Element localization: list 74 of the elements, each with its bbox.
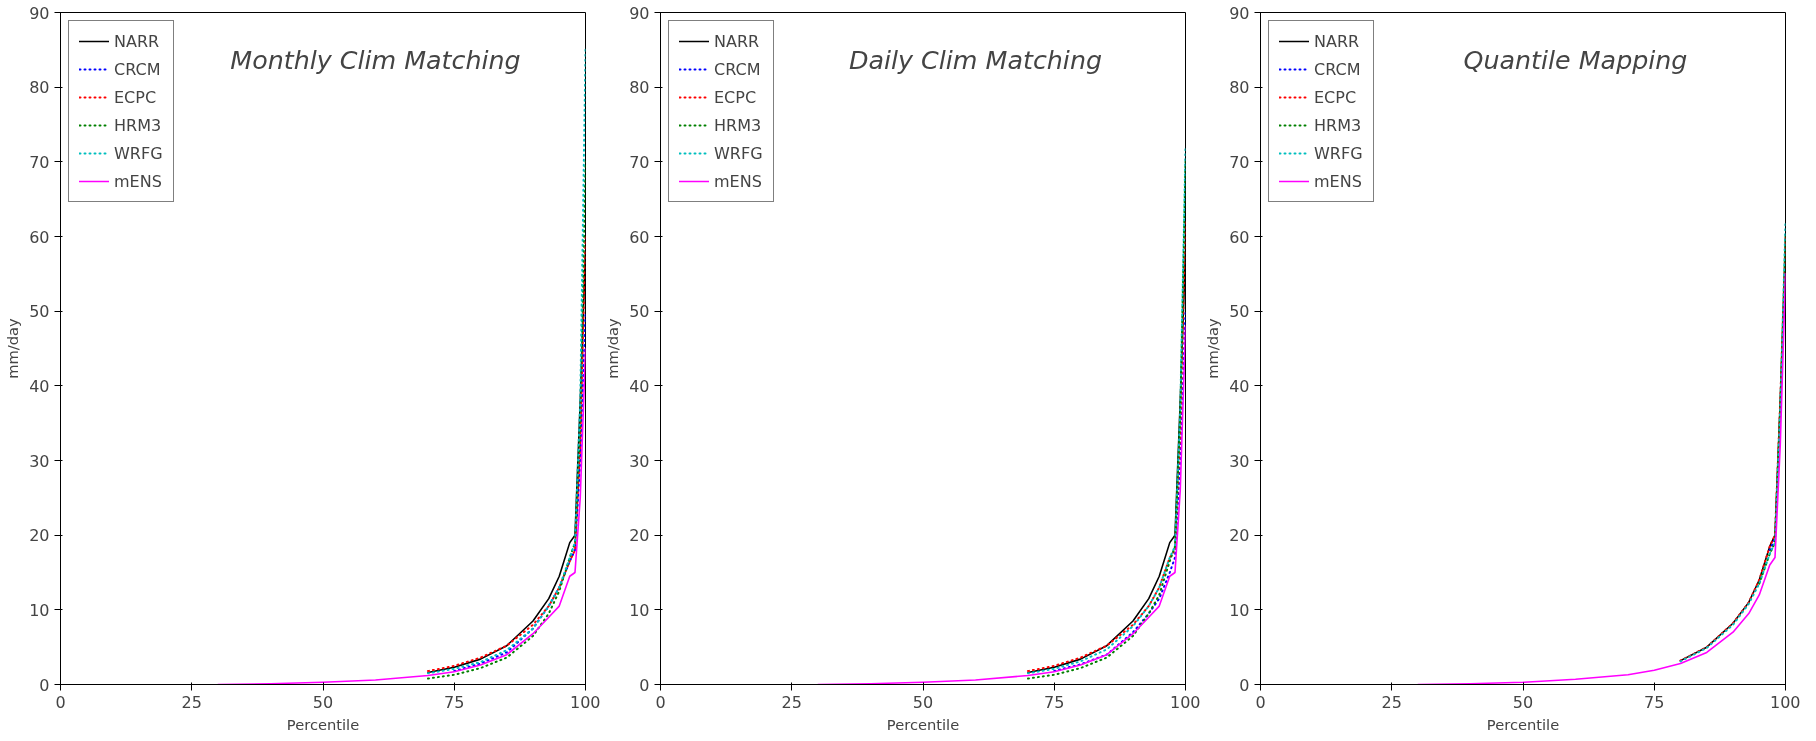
legend-label: WRFG (114, 143, 163, 163)
legend-label: NARR (714, 31, 760, 51)
line-series (1053, 310, 1186, 673)
x-tick-label: 0 (1255, 692, 1266, 712)
legend-label: HRM3 (714, 115, 762, 135)
y-tick-label: 70 (629, 152, 650, 172)
y-tick-label: 30 (1229, 451, 1250, 471)
y-axis-title: mm/day (604, 317, 622, 379)
y-tick-label: 0 (1239, 675, 1250, 695)
y-tick-label: 80 (29, 78, 50, 98)
y-tick-label: 50 (1229, 302, 1250, 322)
y-tick-label: 20 (1229, 526, 1250, 546)
legend-label: ECPC (714, 87, 757, 107)
y-tick-label: 10 (629, 600, 650, 620)
y-tick-label: 60 (1229, 227, 1250, 247)
y-tick-label: 20 (29, 526, 50, 546)
x-tick-label: 0 (55, 692, 66, 712)
legend-label: CRCM (114, 59, 161, 79)
legend-label: NARR (1314, 31, 1360, 51)
x-axis-title: Percentile (286, 715, 360, 733)
legend-label: WRFG (714, 143, 763, 163)
y-tick-label: 30 (629, 451, 650, 471)
y-tick-label: 40 (1229, 376, 1250, 396)
y-tick-label: 20 (629, 526, 650, 546)
legend-label: ECPC (114, 87, 157, 107)
y-tick-label: 90 (1229, 3, 1250, 23)
y-tick-label: 70 (29, 152, 50, 172)
x-axis-title: Percentile (886, 715, 960, 733)
x-tick-label: 75 (1644, 692, 1665, 712)
x-tick-label: 25 (781, 692, 802, 712)
x-tick-label: 50 (312, 692, 334, 712)
y-tick-label: 30 (29, 451, 50, 471)
y-tick-label: 10 (1229, 600, 1250, 620)
x-tick-label: 75 (444, 692, 465, 712)
x-tick-label: 100 (1769, 692, 1801, 712)
legend-label: mENS (714, 171, 762, 191)
line-series (1758, 235, 1786, 585)
y-axis-title: mm/day (1204, 317, 1222, 379)
x-tick-label: 100 (569, 692, 601, 712)
y-tick-label: 40 (29, 376, 50, 396)
legend-label: HRM3 (114, 115, 162, 135)
legend-label: NARR (114, 31, 160, 51)
y-tick-label: 0 (639, 675, 650, 695)
y-tick-label: 90 (29, 3, 50, 23)
y-tick-label: 0 (39, 675, 50, 695)
annotation: Quantile Mapping (1463, 44, 1688, 75)
x-tick-label: 0 (655, 692, 666, 712)
x-tick-label: 25 (1381, 692, 1402, 712)
y-tick-label: 40 (629, 376, 650, 396)
annotation: Daily Clim Matching (848, 44, 1103, 75)
y-tick-label: 80 (1229, 78, 1250, 98)
x-tick-label: 50 (1512, 692, 1534, 712)
y-axis-title: mm/day (4, 317, 22, 379)
legend-label: mENS (1314, 171, 1362, 191)
y-tick-label: 50 (29, 302, 50, 322)
x-tick-label: 75 (1044, 692, 1065, 712)
legend-label: mENS (114, 171, 162, 191)
y-tick-label: 10 (29, 600, 50, 620)
x-tick-label: 50 (912, 692, 934, 712)
legend-label: ECPC (1314, 87, 1357, 107)
legend-label: CRCM (1314, 59, 1361, 79)
y-tick-label: 50 (629, 302, 650, 322)
y-tick-label: 80 (629, 78, 650, 98)
legend-label: HRM3 (1314, 115, 1362, 135)
legend-label: CRCM (714, 59, 761, 79)
y-tick-label: 70 (1229, 152, 1250, 172)
legend-label: WRFG (1314, 143, 1363, 163)
y-tick-label: 90 (629, 3, 650, 23)
y-tick-label: 60 (29, 227, 50, 247)
annotation: Monthly Clim Matching (230, 44, 521, 75)
x-tick-label: 25 (181, 692, 202, 712)
y-tick-label: 60 (629, 227, 650, 247)
x-axis-title: Percentile (1486, 715, 1560, 733)
x-tick-label: 100 (1169, 692, 1201, 712)
